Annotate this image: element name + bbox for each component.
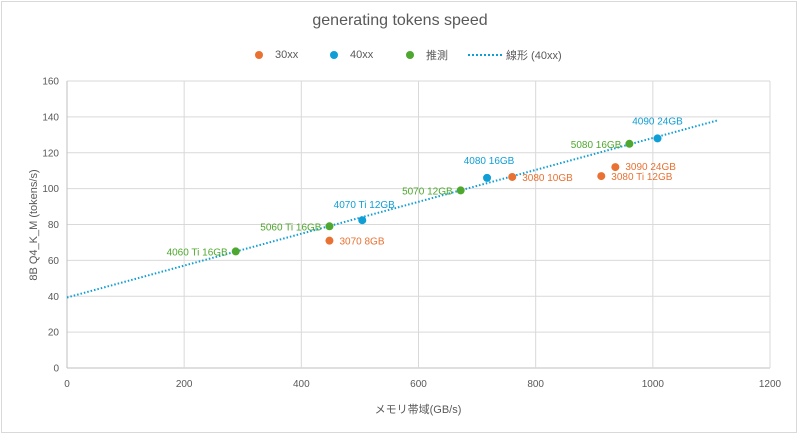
data-label: 5070 12GB xyxy=(402,186,453,197)
data-point[interactable] xyxy=(231,247,240,256)
data-label: 5080 16GB xyxy=(571,140,622,151)
y-tick-label: 160 xyxy=(42,77,59,88)
trendline xyxy=(66,119,718,299)
x-tick-label: 1000 xyxy=(642,379,665,390)
legend-label: 30xx xyxy=(275,49,299,61)
data-point[interactable] xyxy=(358,216,367,225)
y-tick-label: 80 xyxy=(48,220,60,231)
axes: 0 20 40 60 80 100 120 140 160 0 200 400 600 800 1000 12… xyxy=(42,77,781,391)
x-tick-label: 1200 xyxy=(759,379,782,390)
data-label: 5060 Ti 16GB xyxy=(260,222,321,233)
x-tick-label: 600 xyxy=(410,379,427,390)
legend-label: 40xx xyxy=(350,49,374,61)
data-label: 3070 8GB xyxy=(339,237,384,248)
green-marker-icon xyxy=(406,51,414,59)
y-tick-label: 120 xyxy=(42,148,59,159)
data-label: 4070 Ti 12GB xyxy=(334,200,395,211)
x-axis-title: メモリ帯域(GB/s) xyxy=(374,404,462,416)
legend-item-40xx[interactable]: 40xx xyxy=(330,47,373,63)
y-tick-label: 20 xyxy=(48,328,60,339)
chart-title: generating tokens speed xyxy=(312,12,488,29)
legend-label: 推測 xyxy=(426,50,448,62)
y-axis-title: 8B Q4_K_M (tokens/s) xyxy=(28,169,40,281)
y-tick-label: 40 xyxy=(48,292,60,303)
data-label: 3090 24GB xyxy=(625,162,676,173)
y-tick-label: 60 xyxy=(48,256,60,267)
y-tick-label: 100 xyxy=(42,184,59,195)
gridlines xyxy=(66,80,771,369)
trendline-40xx xyxy=(66,119,718,299)
data-point[interactable] xyxy=(508,172,517,181)
x-tick-label: 0 xyxy=(64,379,70,390)
x-tick-label: 400 xyxy=(293,379,310,390)
data-label: 4060 Ti 16GB xyxy=(167,247,228,258)
y-tick-label: 140 xyxy=(42,112,59,123)
dotted-line-icon xyxy=(468,54,502,56)
blue-marker-icon xyxy=(330,51,338,59)
data-point[interactable] xyxy=(653,134,662,143)
orange-marker-icon xyxy=(255,51,263,59)
legend-item-linear-trend[interactable]: 線形 (40xx) xyxy=(468,47,562,63)
data-label: 3080 Ti 12GB xyxy=(611,172,672,183)
legend-label: 線形 (40xx) xyxy=(506,50,562,62)
data-point[interactable] xyxy=(597,172,606,181)
data-label: 4090 24GB xyxy=(632,116,683,127)
data-point[interactable] xyxy=(325,222,334,231)
legend-item-30xx[interactable]: 30xx xyxy=(255,47,298,63)
data-label: 3080 10GB xyxy=(522,173,573,184)
data-point[interactable] xyxy=(625,139,634,148)
y-tick-label: 0 xyxy=(53,364,59,375)
data-point[interactable] xyxy=(325,236,334,245)
legend[interactable]: 30xx 40xx 推測 線形 (40xx) xyxy=(0,47,800,63)
data-point[interactable] xyxy=(456,186,465,195)
x-tick-label: 800 xyxy=(527,379,544,390)
data-point[interactable] xyxy=(483,173,492,182)
legend-item-estimate[interactable]: 推測 xyxy=(406,47,448,63)
data-label: 4080 16GB xyxy=(464,156,515,167)
data-point[interactable] xyxy=(611,163,620,172)
x-tick-label: 200 xyxy=(176,379,193,390)
